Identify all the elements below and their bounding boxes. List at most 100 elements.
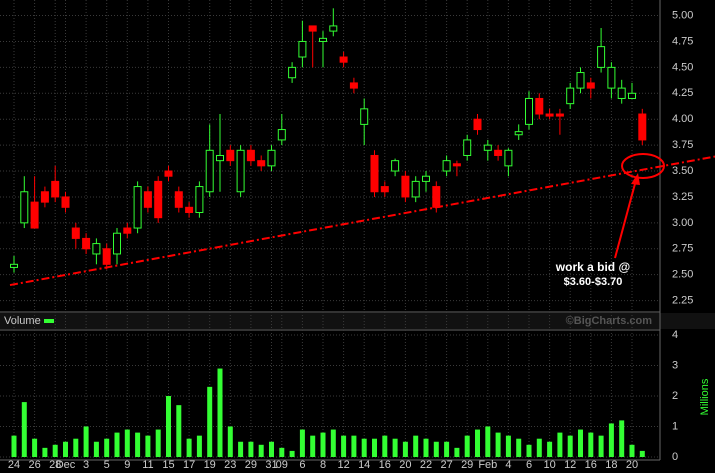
- candle-body: [143, 191, 152, 208]
- candle-body: [566, 87, 575, 105]
- x-tick-label: 16: [585, 459, 597, 471]
- candle-body: [442, 160, 451, 172]
- x-tick-label: 27: [440, 459, 452, 471]
- candle-body: [133, 186, 142, 229]
- candle-body: [61, 196, 70, 208]
- y-tick-label: 3.50: [672, 165, 693, 177]
- candle-body: [628, 92, 636, 99]
- volume-bar: [52, 444, 58, 457]
- y-tick-label: 2.75: [672, 243, 693, 255]
- candle-body: [514, 131, 523, 136]
- candle-body: [123, 227, 132, 234]
- volume-bar: [155, 429, 161, 457]
- volume-bar: [227, 426, 233, 457]
- candle-body: [329, 25, 338, 32]
- candle-body: [298, 40, 307, 58]
- x-tick-label: 8: [320, 459, 326, 471]
- volume-bar: [83, 426, 89, 457]
- volume-bar: [372, 438, 377, 457]
- volume-bar: [166, 396, 171, 457]
- y-tick-label: 4.75: [672, 35, 693, 47]
- candle-body: [51, 180, 60, 198]
- x-tick-label: 16: [379, 459, 391, 471]
- volume-bar: [608, 423, 614, 457]
- y-axis-label: Millions: [699, 378, 711, 415]
- volume-bar: [21, 402, 27, 457]
- candle-body: [236, 149, 245, 193]
- volume-bar: [289, 450, 295, 457]
- candle-body: [82, 237, 91, 250]
- candle-body: [40, 191, 49, 203]
- candle-body: [422, 175, 430, 182]
- candle-body: [525, 97, 533, 125]
- y-tick-label: 3: [672, 359, 678, 371]
- x-tick-label: Feb: [478, 459, 497, 471]
- annotation: work a bid @: [555, 260, 630, 274]
- x-tick-label: Dec: [56, 459, 76, 471]
- volume-bar: [557, 432, 563, 457]
- x-tick-label: 4: [505, 459, 511, 471]
- x-tick-label: 5: [104, 459, 110, 471]
- candle-body: [10, 263, 18, 268]
- candle-body: [267, 149, 276, 167]
- candle-body: [483, 144, 492, 151]
- x-tick-label: 3: [83, 459, 89, 471]
- x-tick-label: 20: [399, 459, 411, 471]
- x-tick-label: 10: [543, 459, 555, 471]
- volume-bar: [93, 441, 99, 457]
- volume-bar: [413, 435, 419, 457]
- y-tick-label: 2.25: [672, 295, 693, 307]
- volume-bar: [464, 435, 470, 457]
- volume-bar: [11, 435, 17, 457]
- y-tick-label: 2: [672, 390, 678, 402]
- y-tick-label: 0: [672, 451, 678, 463]
- volume-bar: [402, 441, 408, 457]
- volume-bar: [392, 438, 398, 457]
- volume-header: [0, 313, 715, 329]
- volume-bar: [258, 444, 264, 457]
- volume-bar: [485, 426, 491, 457]
- y-tick-label: 1: [672, 420, 678, 432]
- x-tick-label: 12: [564, 459, 576, 471]
- candle-body: [349, 82, 358, 89]
- candle-body: [370, 154, 379, 193]
- y-tick-label: 5.00: [672, 9, 693, 21]
- candle-body: [586, 82, 595, 89]
- x-tick-label: 11: [142, 459, 153, 471]
- x-tick-label: 15: [162, 459, 174, 471]
- volume-bar: [248, 441, 254, 457]
- x-tick-label: 18: [605, 459, 617, 471]
- candle-body: [226, 149, 235, 162]
- volume-bar: [145, 435, 151, 457]
- candle-body: [257, 160, 266, 167]
- volume-bar: [433, 441, 439, 457]
- x-tick-label: 9: [124, 459, 130, 471]
- volume-bar: [444, 441, 450, 457]
- candle-body: [545, 113, 554, 117]
- y-tick-label: 3.75: [672, 139, 693, 151]
- y-tick-label: 4.25: [672, 87, 693, 99]
- candle-body: [411, 180, 420, 198]
- candle-body: [432, 186, 441, 208]
- volume-bar: [526, 444, 532, 457]
- volume-bar: [269, 441, 274, 457]
- candle-body: [504, 149, 513, 167]
- candle-body: [638, 113, 647, 141]
- y-tick-label: 3.00: [672, 217, 693, 229]
- x-tick-label: 31: [265, 459, 277, 471]
- candle-body: [597, 46, 606, 68]
- candle-body: [308, 25, 317, 32]
- y-tick-label: 4: [672, 329, 678, 341]
- candle-body: [339, 56, 348, 63]
- trendline: [9, 155, 715, 287]
- candle-body: [185, 206, 194, 213]
- volume-legend-swatch: [44, 319, 54, 323]
- volume-bar: [63, 441, 68, 457]
- candle-body: [463, 139, 472, 156]
- x-tick-label: 14: [358, 459, 370, 471]
- volume-bar: [505, 435, 511, 457]
- arrow: [614, 179, 637, 259]
- volume-bar: [42, 447, 48, 457]
- candle-body: [391, 160, 400, 172]
- volume-bar: [124, 429, 130, 457]
